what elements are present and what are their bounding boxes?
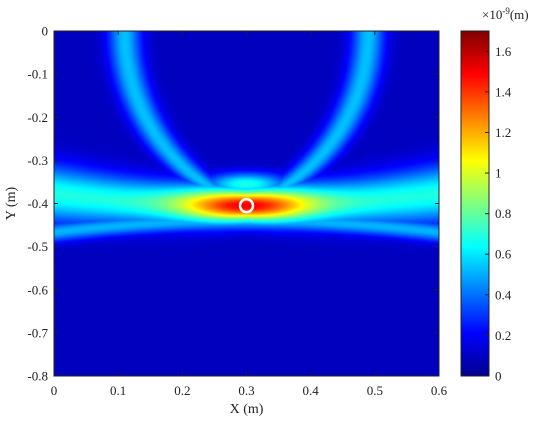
colorbar-tick-label: 1.6 bbox=[495, 44, 512, 59]
x-tick-label: 0.6 bbox=[431, 383, 448, 398]
colorbar-exponent-power: -9 bbox=[502, 6, 510, 16]
colorbar-unit: (m) bbox=[510, 7, 529, 22]
y-tick-label: -0.1 bbox=[27, 67, 48, 82]
y-tick-label: -0.6 bbox=[27, 282, 48, 297]
x-axis-label: X (m) bbox=[230, 402, 264, 417]
colorbar-tick-label: 0.4 bbox=[495, 287, 512, 302]
heatmap-image bbox=[54, 31, 439, 376]
x-axis-ticks: 0 0.1 0.2 0.3 0.4 0.5 0.6 bbox=[51, 31, 448, 398]
colorbar-tick-label: 1.4 bbox=[495, 84, 512, 99]
y-tick-label: 0 bbox=[42, 24, 49, 39]
colorbar: 0 0.2 0.4 0.6 0.8 1 1.2 1.4 1.6 ×10-9(m) bbox=[460, 6, 529, 384]
colorbar-tick-label: 0.6 bbox=[495, 247, 512, 262]
colorbar-tick-label: 0 bbox=[495, 369, 502, 384]
y-tick-label: -0.7 bbox=[27, 325, 48, 340]
y-tick-label: -0.4 bbox=[27, 196, 48, 211]
y-axis-ticks: 0 -0.1 -0.2 -0.3 -0.4 -0.5 -0.6 -0.7 -0.8 bbox=[27, 24, 439, 384]
colorbar-ticks: 0 0.2 0.4 0.6 0.8 1 1.2 1.4 1.6 bbox=[485, 44, 512, 384]
y-tick-label: -0.8 bbox=[27, 369, 48, 384]
colorbar-tick-label: 1 bbox=[495, 166, 502, 181]
plot-area bbox=[53, 30, 440, 377]
y-tick-label: -0.2 bbox=[27, 110, 48, 125]
colorbar-tick-label: 1.2 bbox=[495, 125, 511, 140]
colorbar-exponent: ×10-9(m) bbox=[482, 6, 529, 22]
x-tick-label: 0.3 bbox=[238, 383, 254, 398]
y-axis-label: Y (m) bbox=[4, 187, 19, 221]
x-tick-label: 0 bbox=[51, 383, 58, 398]
x-tick-label: 0.5 bbox=[367, 383, 383, 398]
peak-marker bbox=[238, 197, 255, 214]
x-tick-label: 0.1 bbox=[110, 383, 126, 398]
colorbar-tick-label: 0.2 bbox=[495, 328, 511, 343]
x-tick-label: 0.2 bbox=[174, 383, 190, 398]
colorbar-gradient bbox=[460, 30, 490, 377]
x-tick-label: 0.4 bbox=[303, 383, 320, 398]
colorbar-tick-label: 0.8 bbox=[495, 206, 511, 221]
y-tick-label: -0.5 bbox=[27, 239, 48, 254]
colorbar-exponent-base: ×10 bbox=[482, 7, 502, 22]
y-tick-label: -0.3 bbox=[27, 153, 48, 168]
